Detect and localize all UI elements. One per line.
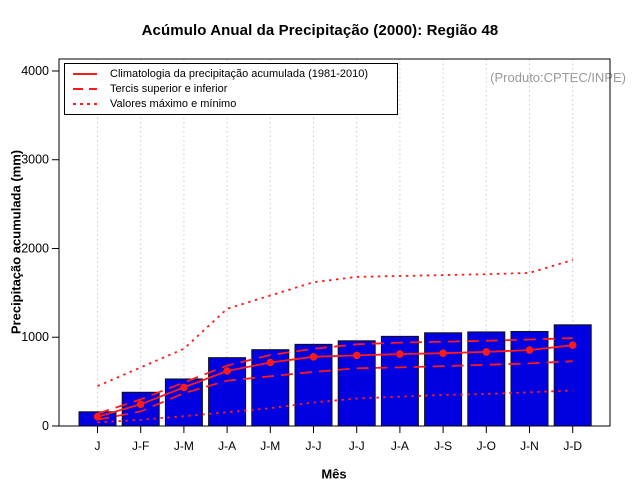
x-tick-label: J-N bbox=[520, 439, 539, 453]
climatology-point bbox=[525, 346, 534, 354]
chart-title: Acúmulo Anual da Precipitação (2000): Re… bbox=[141, 22, 499, 39]
climatology-point bbox=[352, 351, 361, 360]
climatology-point bbox=[266, 358, 275, 367]
dashed-line-icon bbox=[73, 88, 97, 90]
dotted-line-icon bbox=[73, 103, 97, 106]
tercil-upper-line bbox=[97, 337, 573, 415]
legend-item-max-min: Valores máximo e mínimo bbox=[65, 97, 397, 112]
x-tick-label: J bbox=[95, 439, 101, 453]
bar bbox=[251, 349, 290, 427]
bar bbox=[380, 335, 419, 427]
product-credit-label: (Produto:CPTEC/INPE) bbox=[490, 70, 626, 85]
x-tick-label: J-S bbox=[434, 439, 452, 453]
climatology-point bbox=[482, 348, 491, 356]
legend-label: Climatologia da precipitação acumulada (… bbox=[110, 67, 369, 80]
bar bbox=[424, 332, 463, 427]
x-tick-label: J-A bbox=[391, 439, 409, 453]
bar bbox=[510, 330, 549, 427]
y-tick-label: 3000 bbox=[21, 153, 49, 167]
climatology-point bbox=[309, 353, 318, 361]
min-line bbox=[97, 389, 573, 424]
x-tick-label: J-A bbox=[218, 439, 236, 453]
tercil-lower-line bbox=[97, 360, 573, 421]
y-tick-label: 4000 bbox=[21, 64, 49, 78]
x-tick-label: J-J bbox=[306, 439, 322, 453]
y-tick-label: 0 bbox=[42, 419, 49, 433]
climatology-point bbox=[223, 367, 231, 375]
legend-label: Valores máximo e mínimo bbox=[110, 98, 237, 111]
bar bbox=[553, 324, 592, 427]
legend-item-climatology: Climatologia da precipitação acumulada (… bbox=[65, 66, 397, 81]
climatology-point bbox=[180, 383, 188, 392]
legend-label: Tercis superior e inferior bbox=[110, 83, 228, 95]
x-tick-label: J-M bbox=[174, 439, 194, 453]
x-tick-label: J-J bbox=[349, 439, 365, 453]
legend-box: Climatologia da precipitação acumulada (… bbox=[64, 63, 398, 115]
x-axis-title: Mês bbox=[321, 466, 347, 482]
x-tick-label: J-F bbox=[132, 439, 149, 453]
y-tick-label: 1000 bbox=[21, 330, 49, 344]
x-tick-label: J-M bbox=[260, 439, 280, 453]
legend-item-terciles: Tercis superior e inferior bbox=[65, 82, 397, 97]
plot-border bbox=[58, 58, 611, 427]
climatology-point bbox=[396, 350, 404, 358]
climatology-point bbox=[568, 341, 577, 350]
climatology-point bbox=[439, 349, 447, 358]
climatology-line bbox=[97, 344, 573, 418]
y-tick-label: 2000 bbox=[21, 241, 49, 255]
bar bbox=[467, 331, 506, 427]
x-tick-label: J-O bbox=[477, 439, 496, 453]
max-line bbox=[97, 259, 573, 387]
solid-line-icon bbox=[73, 72, 97, 75]
x-tick-label: J-D bbox=[563, 439, 582, 453]
climatology-point bbox=[136, 400, 145, 409]
